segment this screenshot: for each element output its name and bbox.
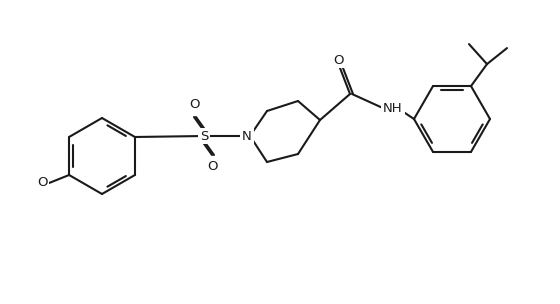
Text: S: S — [200, 130, 208, 143]
Text: NH: NH — [383, 102, 403, 116]
Text: O: O — [208, 161, 218, 174]
Text: O: O — [334, 54, 344, 67]
Text: O: O — [37, 177, 48, 189]
Text: O: O — [190, 98, 200, 112]
Text: N: N — [242, 130, 252, 143]
